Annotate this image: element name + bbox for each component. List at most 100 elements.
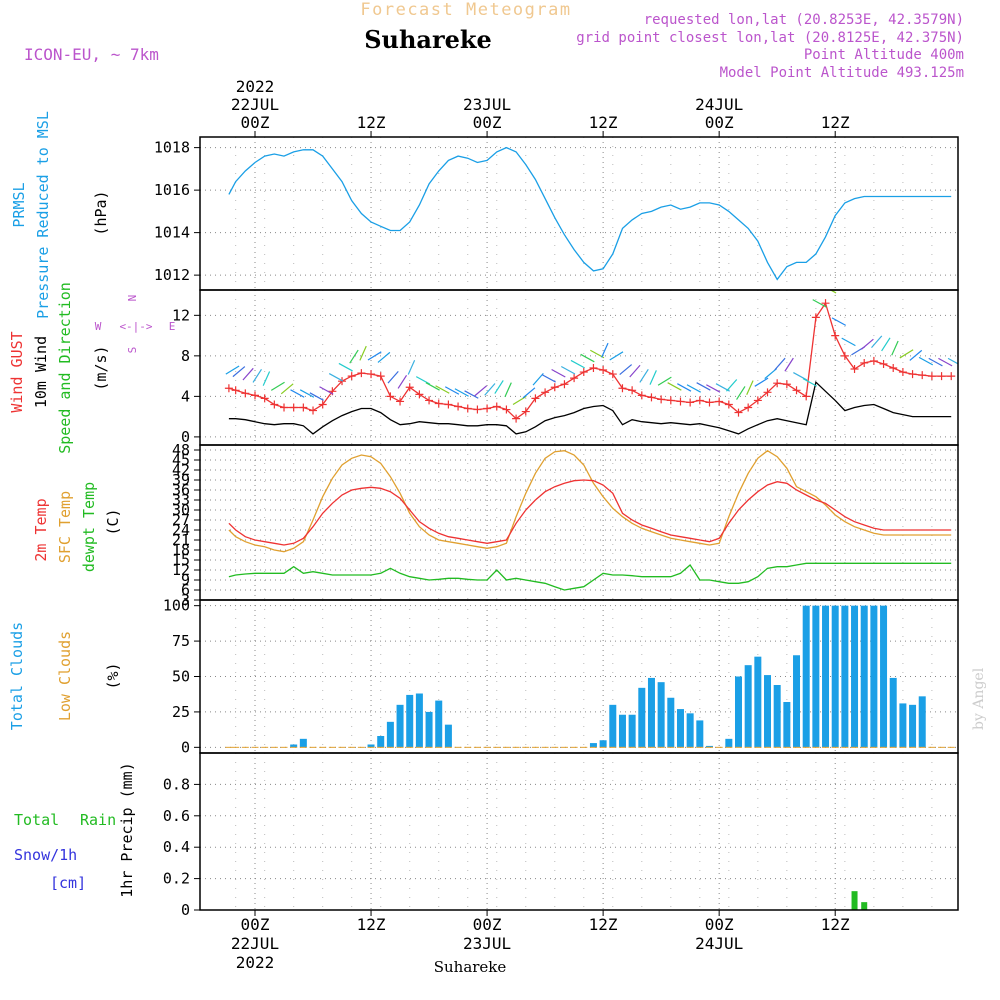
wind-arrow xyxy=(629,364,641,378)
wind-arrow xyxy=(532,372,544,386)
gust-point xyxy=(686,398,695,407)
gust-point xyxy=(550,383,559,392)
gust-point xyxy=(589,364,598,373)
wind-arrow xyxy=(899,349,914,359)
wind-arrow xyxy=(270,381,285,391)
wind-arrow xyxy=(736,386,746,400)
total-cloud-bar xyxy=(831,605,839,748)
sfc-temp-label: SFC Temp xyxy=(56,491,74,563)
wind-tick-label: 12 xyxy=(172,306,190,324)
temp2m-line xyxy=(228,479,952,546)
total-cloud-bar xyxy=(599,740,607,748)
total-cloud-bar xyxy=(735,676,742,748)
gust-point xyxy=(405,383,414,392)
gust-point xyxy=(241,389,250,398)
wind-arrow xyxy=(764,368,778,380)
wind-arrow xyxy=(328,373,344,382)
wind-arrow xyxy=(871,335,883,349)
temp-tick-label: 9 xyxy=(181,571,190,589)
gust-point xyxy=(744,403,753,412)
temp2m-label: 2m Temp xyxy=(32,498,50,561)
temp-tick-label: 30 xyxy=(172,501,190,519)
gust-point xyxy=(869,356,878,365)
total-cloud-bar xyxy=(377,736,385,748)
total-cloud-bar xyxy=(589,743,597,748)
wind-arrow xyxy=(504,382,512,398)
temp-unit: (C) xyxy=(104,508,122,535)
wind-arrow xyxy=(407,360,416,375)
grid-coords: grid point closest lon,lat (20.8125E, 42… xyxy=(576,30,964,46)
pressure-label-1: PRMSL xyxy=(10,182,28,227)
gust-point xyxy=(560,380,569,389)
total-cloud-bar xyxy=(705,745,713,748)
gust-point xyxy=(608,370,617,379)
requested-coords: requested lon,lat (20.8253E, 42.3579N) xyxy=(644,12,964,28)
gust-point xyxy=(463,404,472,413)
gust-point xyxy=(811,313,820,322)
panel-frame xyxy=(199,136,959,291)
wind-arrow xyxy=(359,345,367,361)
pressure-line xyxy=(228,146,952,281)
gust-point xyxy=(579,368,588,377)
bottom-time-label: 24JUL xyxy=(695,934,743,953)
compass-s: S xyxy=(126,347,139,354)
top-time-label: 12Z xyxy=(821,113,850,132)
total-cloud-bar xyxy=(290,744,298,748)
wind-arrow xyxy=(829,290,837,294)
wind-arrow xyxy=(580,353,595,363)
gust-point xyxy=(831,331,840,340)
gust-point xyxy=(280,403,289,412)
total-cloud-bar xyxy=(367,744,375,748)
precip-tick-label: 0.8 xyxy=(163,775,190,793)
precip-total-label: Total xyxy=(14,811,59,829)
gust-point xyxy=(860,358,869,367)
bottom-time-label: 12Z xyxy=(589,915,618,934)
total-clouds-label: Total Clouds xyxy=(8,622,26,730)
gust-point xyxy=(918,371,927,380)
wind-arrow xyxy=(377,351,391,363)
precip-rain-label: Rain xyxy=(80,811,116,829)
wind-unit: (m/s) xyxy=(92,345,110,390)
wind-arrow xyxy=(696,382,711,391)
sfc-temp-line xyxy=(228,449,952,553)
wind-arrow xyxy=(570,359,585,369)
wind-arrow xyxy=(609,351,624,361)
wind-arrow xyxy=(242,367,254,381)
model-label: ICON-EU, ~ 7km xyxy=(24,45,159,64)
wind-arrow xyxy=(252,368,262,383)
wind-arrow xyxy=(397,375,408,389)
total-cloud-bar xyxy=(764,675,772,748)
total-cloud-bar xyxy=(628,714,636,748)
footer-location: Suhareke xyxy=(434,958,507,976)
total-cloud-bar xyxy=(686,713,694,748)
wind-10m-label: 10m Wind xyxy=(32,336,50,408)
wind-arrow xyxy=(686,384,701,393)
compass-n: N xyxy=(126,295,139,302)
total-cloud-bar xyxy=(435,700,443,748)
bottom-time-label: 23JUL xyxy=(463,934,511,953)
wind-arrow xyxy=(891,340,899,356)
gust-point xyxy=(224,384,233,393)
precip-cm-label: [cm] xyxy=(50,874,86,892)
gust-point xyxy=(898,368,907,377)
wind-arrow xyxy=(831,317,847,326)
wind-arrow xyxy=(262,371,271,386)
wind-arrow xyxy=(560,365,576,375)
gust-point xyxy=(937,372,946,381)
gust-markers xyxy=(224,299,956,423)
panel-frame xyxy=(199,444,959,601)
gust-point xyxy=(521,407,530,416)
temp-tick-label: 42 xyxy=(172,461,190,479)
total-cloud-bar xyxy=(783,702,791,748)
total-cloud-bar xyxy=(676,709,684,748)
top-time-label: 12Z xyxy=(589,113,618,132)
total-cloud-bar xyxy=(889,677,897,748)
gust-point xyxy=(637,391,646,400)
gust-point xyxy=(908,370,917,379)
wind-arrow xyxy=(746,380,754,396)
pressure-unit: (hPa) xyxy=(92,190,110,235)
wind-arrow xyxy=(454,388,469,397)
total-cloud-bar xyxy=(793,655,801,748)
pressure-tick-label: 1018 xyxy=(154,139,190,157)
temp-tick-label: 6 xyxy=(181,581,190,599)
